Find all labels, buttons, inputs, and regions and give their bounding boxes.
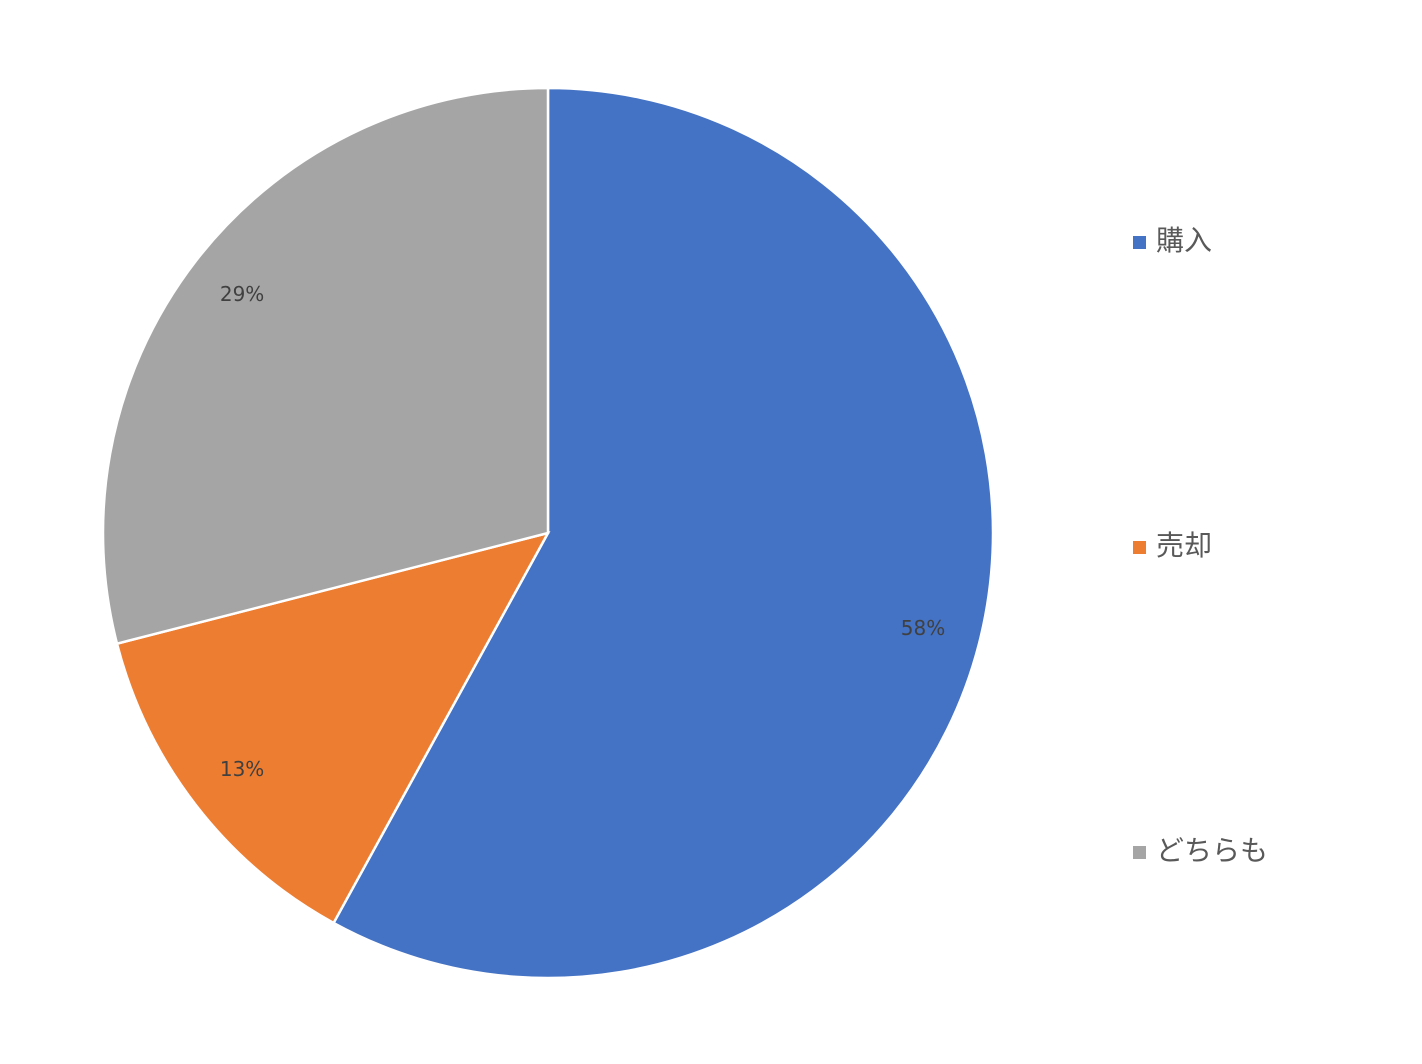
legend-swatch [1133, 541, 1146, 554]
legend-swatch [1133, 236, 1146, 249]
legend-swatch [1133, 846, 1146, 859]
pie-slice [331, 86, 995, 980]
legend-label: 購入 [1156, 224, 1212, 257]
pie-slice [101, 86, 550, 646]
data-label: 13% [220, 757, 264, 781]
pie-slice [115, 531, 551, 925]
legend-label: どちらも [1156, 834, 1268, 867]
data-label: 29% [220, 282, 264, 306]
data-label: 58% [901, 616, 945, 640]
legend-label: 売却 [1156, 529, 1212, 562]
